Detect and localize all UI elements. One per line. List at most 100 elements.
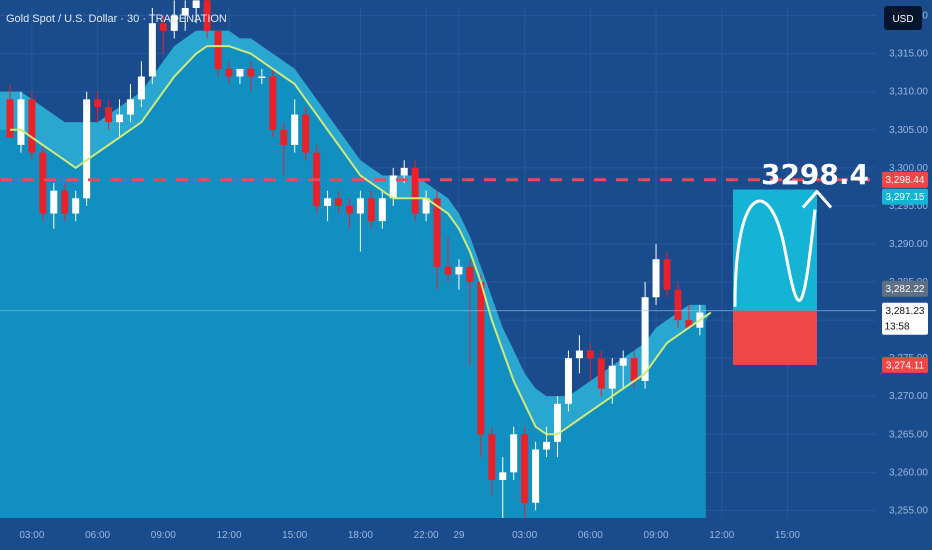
candle-body <box>83 99 91 199</box>
last-close-tag: 3,282.22 <box>886 284 925 295</box>
candle-body <box>477 282 485 435</box>
candle-body <box>159 23 167 31</box>
candle <box>433 190 441 290</box>
candle-body <box>28 99 36 153</box>
candle-body <box>335 198 342 206</box>
candle-body <box>652 259 660 298</box>
candle-body <box>532 449 540 503</box>
candle-body <box>619 358 627 366</box>
candle-body <box>116 114 123 123</box>
stop-zone <box>733 310 817 365</box>
x-tick-label: 03:00 <box>512 530 537 541</box>
resistance-price-tag: 3,297.15 <box>886 192 925 203</box>
candle <box>39 145 47 222</box>
candle-body <box>521 434 529 503</box>
currency-label[interactable]: USD <box>892 14 913 25</box>
candle <box>72 190 80 222</box>
candle <box>61 183 69 222</box>
candle <box>28 91 36 161</box>
candle-body <box>148 23 156 77</box>
candle-body <box>433 198 441 267</box>
candle <box>17 91 25 153</box>
candle <box>94 91 102 123</box>
current-price-tag-bg <box>882 302 928 335</box>
candle <box>247 61 255 92</box>
candle-body <box>50 190 58 214</box>
candle <box>83 91 91 206</box>
candle <box>159 15 167 54</box>
candle <box>389 167 397 206</box>
y-tick-label: 3,295.00 <box>889 201 928 212</box>
candle-body <box>181 8 189 16</box>
candle <box>378 190 386 229</box>
y-tick-label: 3,270.00 <box>889 391 928 402</box>
ema-line <box>10 45 712 436</box>
candle-body <box>543 441 551 450</box>
target-price-tag: 3,298.44 <box>886 175 925 186</box>
projection <box>733 189 833 365</box>
x-tick-label: 06:00 <box>578 530 603 541</box>
candle-body <box>192 0 200 9</box>
candle-body <box>564 358 572 404</box>
x-tick-label: 15:00 <box>775 530 800 541</box>
candle <box>477 274 485 458</box>
y-tick-label: 3,300.00 <box>889 163 928 174</box>
countdown-tag: 13:58 <box>884 322 909 333</box>
levels <box>0 178 876 312</box>
candle <box>521 426 529 518</box>
candle <box>280 122 288 176</box>
candle-body <box>389 175 397 199</box>
x-tick-label: 29 <box>453 530 465 541</box>
candle <box>554 396 561 458</box>
candle-body <box>674 289 682 321</box>
candle-body <box>630 358 638 381</box>
candle <box>192 0 200 24</box>
stop-price-tag-bg <box>882 356 928 373</box>
currency-button-bg[interactable] <box>884 6 922 30</box>
chart-title: Gold Spot / U.S. Dollar · 30 · TRADENATI… <box>6 13 227 25</box>
candle-body <box>378 198 386 222</box>
candle <box>674 282 682 328</box>
candle <box>619 350 627 389</box>
candle <box>543 426 551 458</box>
candle-body <box>39 152 47 214</box>
candle <box>236 68 244 85</box>
x-tick-label: 03:00 <box>19 530 44 541</box>
candle <box>411 160 419 222</box>
x-axis: 03:00 06:00 09:00 12:00 15:00 18:00 22:00 29 03:… <box>19 530 800 541</box>
candle <box>630 350 638 389</box>
candle-body <box>400 167 408 176</box>
candle-body <box>608 365 616 389</box>
candle-body <box>597 358 605 389</box>
y-tick-label: 3,265.00 <box>889 429 928 440</box>
candle-body <box>6 99 14 138</box>
candle <box>148 8 156 85</box>
candle <box>269 68 277 138</box>
candle <box>444 236 452 283</box>
candle-body <box>291 114 299 146</box>
x-tick-label: 06:00 <box>85 530 110 541</box>
current-price-tag: 3,281.23 <box>886 306 925 317</box>
currency-button[interactable]: USD <box>884 6 922 30</box>
candle <box>597 350 605 397</box>
candle-body <box>554 403 561 442</box>
x-tick-label: 22:00 <box>414 530 439 541</box>
projection-curve <box>733 199 817 307</box>
candle-body <box>170 15 178 31</box>
candle <box>258 68 266 85</box>
candle <box>652 243 660 305</box>
candle <box>225 61 233 85</box>
y-tick-label: 3,255.00 <box>889 505 928 516</box>
candle-body <box>324 198 332 206</box>
candle-body <box>575 350 583 359</box>
candle <box>367 190 375 229</box>
candle <box>203 0 211 39</box>
price-area <box>0 30 711 519</box>
moving-average <box>10 45 712 436</box>
candle <box>532 441 540 511</box>
candle-body <box>444 266 452 275</box>
candle-body <box>455 266 463 275</box>
candle-body <box>411 167 419 214</box>
